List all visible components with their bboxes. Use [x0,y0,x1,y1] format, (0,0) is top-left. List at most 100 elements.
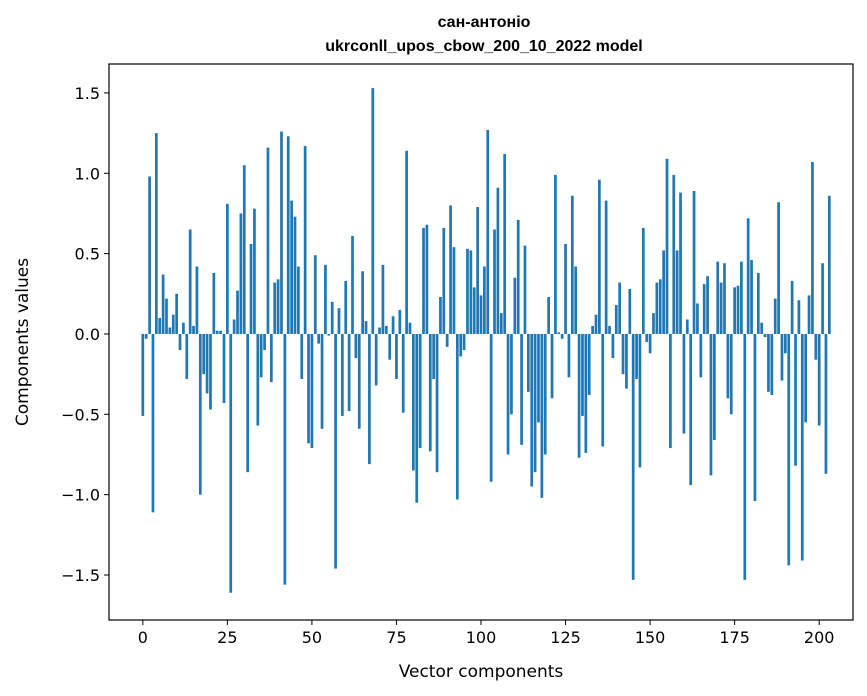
bar-107 [503,153,507,334]
bar-192 [790,280,794,334]
bar-26 [229,333,233,593]
x-tick-label: 50 [302,628,322,647]
bar-121 [550,333,554,399]
bar-45 [293,216,297,334]
bar-147 [638,333,642,468]
y-tick-label: 1.0 [75,164,100,183]
bar-34 [256,333,260,426]
bar-52 [317,333,321,344]
bar-193 [794,333,797,466]
bar-125 [564,243,567,334]
y-tick-label: −1.5 [61,566,100,585]
bar-187 [773,298,777,334]
bar-126 [567,333,571,378]
bar-27 [232,319,236,334]
bar-2 [148,176,151,334]
bar-77 [401,333,405,413]
bar-109 [510,333,513,415]
x-tick-label: 100 [466,628,497,647]
bar-189 [780,333,784,381]
bar-102 [486,129,490,334]
bar-140 [614,305,618,334]
bar-87 [435,333,439,473]
bar-74 [391,316,395,334]
bar-89 [442,227,446,334]
bar-51 [313,255,317,334]
bar-1 [144,333,148,339]
bar-119 [543,333,547,455]
bar-130 [581,333,584,416]
bar-80 [412,333,415,471]
y-tick-label: 0.5 [75,245,100,264]
bar-139 [611,333,615,359]
bar-47 [300,333,304,379]
bar-84 [425,224,429,334]
bar-91 [449,205,452,334]
bar-56 [330,301,334,334]
bar-127 [570,195,574,334]
bar-32 [249,243,253,334]
bar-135 [598,179,601,334]
bar-177 [740,261,743,334]
bar-163 [692,190,696,334]
bar-128 [574,266,578,334]
bar-24 [222,333,226,404]
bar-145 [631,333,635,580]
bar-176 [736,285,740,334]
bar-39 [273,282,277,334]
bar-166 [702,284,706,334]
bar-170 [716,261,720,334]
bar-67 [368,333,371,465]
bar-114 [526,333,530,392]
bar-35 [259,333,263,378]
bar-179 [746,218,750,334]
bar-49 [307,333,310,444]
bar-146 [635,333,638,379]
bar-196 [804,333,808,423]
bar-110 [513,277,517,334]
bar-197 [807,295,811,334]
bar-106 [499,313,503,334]
bar-184 [763,333,767,338]
bar-168 [709,333,713,476]
bar-174 [729,333,733,415]
bar-117 [537,333,540,423]
bar-99 [476,207,479,334]
bar-191 [787,333,791,566]
bar-129 [577,333,581,458]
bar-17 [198,333,202,495]
bar-76 [398,309,402,334]
bar-38 [269,333,273,383]
bar-54 [324,264,327,334]
bar-141 [618,282,622,334]
bar-36 [263,333,266,351]
bar-55 [327,333,331,336]
bar-57 [334,333,337,569]
bar-136 [601,333,605,447]
bar-104 [493,229,496,334]
bar-82 [418,333,422,449]
bar-42 [283,333,287,585]
bar-155 [665,158,669,334]
bar-190 [784,333,787,354]
bar-158 [675,250,679,334]
bar-18 [202,333,206,375]
bar-142 [621,333,625,375]
bar-120 [547,297,550,334]
bar-41 [280,131,283,334]
bar-157 [672,174,676,334]
bar-21 [212,272,216,334]
bar-33 [253,208,256,334]
bar-3 [151,333,155,513]
y-axis: −1.5 −1.0 −0.5 0.0 0.5 1.0 1.5 [61,84,109,585]
bar-61 [347,333,351,412]
bar-194 [797,300,801,334]
bar-148 [641,227,645,334]
bar-124 [560,333,564,339]
bar-134 [594,314,598,334]
bar-182 [756,272,760,334]
plot-frame [108,63,854,621]
bar-73 [388,333,392,360]
y-tick-label: −0.5 [61,405,100,424]
